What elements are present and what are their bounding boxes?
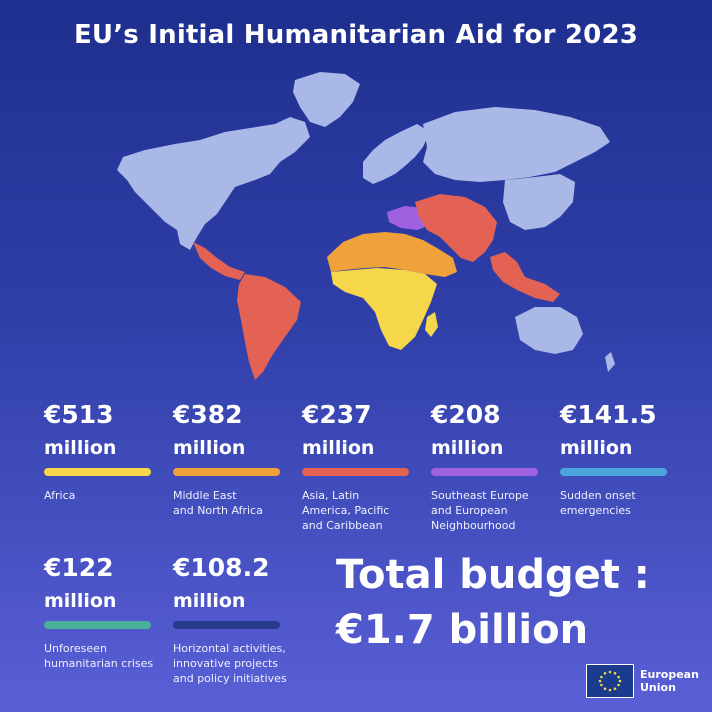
- eu-flag-icon: [586, 664, 634, 698]
- stat-label: Asia, Latin America, Pacific and Caribbe…: [302, 489, 390, 532]
- map-mena: [327, 232, 457, 277]
- map-south-america: [237, 274, 301, 380]
- stat-color-bar: [173, 621, 280, 629]
- stat-asia-latam: €237 million Asia, Latin America, Pacifi…: [302, 400, 422, 533]
- stat-label: Sudden onset emergencies: [560, 489, 636, 517]
- stat-amount: €237: [302, 400, 372, 429]
- stat-amount: €513: [44, 400, 114, 429]
- stat-color-bar: [173, 468, 280, 476]
- map-new-zealand: [605, 352, 615, 372]
- stat-middle-east: €382 million Middle East and North Afric…: [173, 400, 293, 518]
- stat-unit: million: [302, 437, 375, 459]
- stat-label: Horizontal activities, innovative projec…: [173, 642, 287, 685]
- stat-unit: million: [44, 590, 117, 612]
- eu-logo-line2: Union: [640, 681, 676, 694]
- stat-color-bar: [44, 468, 151, 476]
- stat-label: Southeast Europe and European Neighbourh…: [431, 489, 529, 532]
- stat-unit: million: [560, 437, 633, 459]
- eu-logo-line1: European: [640, 668, 699, 681]
- map-north-america: [117, 117, 310, 250]
- stat-africa: €513 million Africa: [44, 400, 164, 503]
- stat-amount: €382: [173, 400, 243, 429]
- stat-unforeseen: €122 million Unforeseen humanitarian cri…: [44, 553, 164, 671]
- stat-color-bar: [302, 468, 409, 476]
- stat-amount: €208: [431, 400, 501, 429]
- stat-unit: million: [431, 437, 504, 459]
- stat-amount: €108.2: [173, 553, 270, 582]
- map-east-asia: [503, 174, 575, 230]
- total-budget-label: Total budget :: [336, 552, 650, 598]
- stat-color-bar: [560, 468, 667, 476]
- stat-label: Unforeseen humanitarian crises: [44, 642, 154, 670]
- stat-sudden-onset: €141.5 million Sudden onset emergencies: [560, 400, 680, 518]
- total-budget-value: €1.7 billion: [336, 607, 589, 653]
- world-map: [117, 72, 615, 380]
- stat-amount: €141.5: [560, 400, 657, 429]
- stat-color-bar: [431, 468, 538, 476]
- map-central-america: [193, 242, 245, 280]
- total-budget: Total budget : €1.7 billion: [336, 548, 650, 658]
- map-greenland: [293, 72, 360, 127]
- map-madagascar: [425, 312, 438, 337]
- stat-label: Africa: [44, 489, 76, 502]
- map-europe: [363, 124, 430, 184]
- stat-color-bar: [44, 621, 151, 629]
- stat-amount: €122: [44, 553, 114, 582]
- stat-unit: million: [44, 437, 117, 459]
- map-australia: [515, 307, 583, 354]
- stat-unit: million: [173, 437, 246, 459]
- stat-horizontal: €108.2 million Horizontal activities, in…: [173, 553, 313, 686]
- stat-unit: million: [173, 590, 246, 612]
- map-north-asia: [423, 107, 610, 182]
- map-southeast-asia: [490, 252, 560, 302]
- eu-logo-text: European Union: [640, 668, 699, 694]
- stat-se-europe: €208 million Southeast Europe and Europe…: [431, 400, 551, 533]
- map-asia-red: [415, 194, 497, 262]
- map-africa: [331, 268, 437, 350]
- eu-logo: European Union: [586, 664, 699, 698]
- stat-label: Middle East and North Africa: [173, 489, 263, 517]
- page-title: EU’s Initial Humanitarian Aid for 2023: [73, 20, 639, 50]
